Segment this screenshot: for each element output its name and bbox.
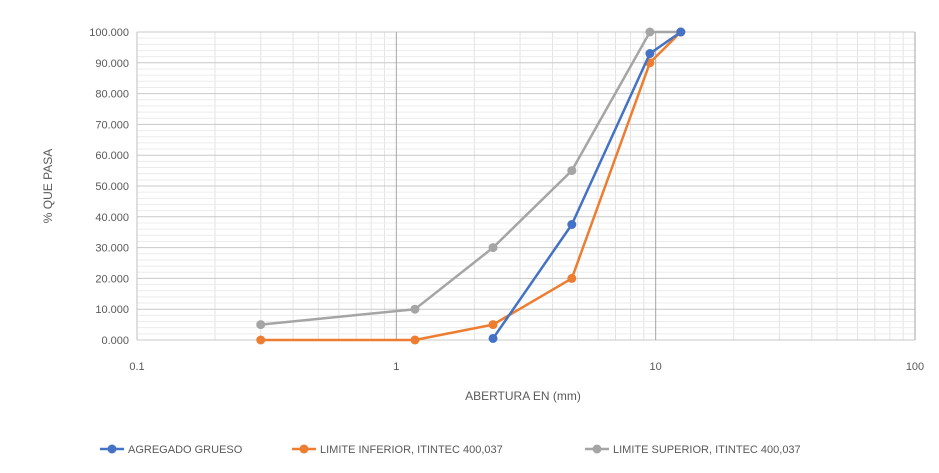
y-tick-label: 40.000 — [95, 212, 129, 224]
x-tick-label: 1 — [393, 361, 399, 373]
data-point — [488, 333, 498, 343]
legend-label: LIMITE INFERIOR, ITINTEC 400,037 — [320, 444, 503, 456]
data-point — [567, 273, 577, 283]
data-point — [676, 27, 686, 37]
series-layer — [256, 27, 686, 345]
y-axis-title: % QUE PASA — [41, 149, 55, 223]
grid-layer — [136, 31, 916, 341]
series-line — [260, 30, 681, 326]
x-tick-label: 100 — [906, 361, 924, 373]
y-tick-label: 60.000 — [95, 150, 129, 162]
data-point — [645, 49, 655, 59]
y-tick-label: 50.000 — [95, 181, 129, 193]
x-tick-label: 10 — [650, 361, 662, 373]
data-point — [488, 320, 498, 330]
series-line — [260, 31, 682, 342]
y-tick-label: 80.000 — [95, 89, 129, 101]
x-axis-title: ABERTURA EN (mm) — [465, 389, 581, 403]
legend-marker — [107, 444, 117, 454]
data-point — [567, 166, 577, 176]
y-tick-label: 10.000 — [95, 304, 129, 316]
data-point — [410, 335, 420, 345]
data-point — [645, 27, 655, 37]
data-point — [488, 243, 498, 253]
legend-marker — [592, 444, 602, 454]
axis-layer: 0.000 10.000 20.000 30.000 40.000 50.000 60.00… — [89, 27, 924, 373]
data-point — [410, 304, 420, 314]
legend-label: AGREGADO GRUESO — [128, 444, 243, 456]
y-tick-label: 70.000 — [95, 119, 129, 131]
data-point — [256, 320, 266, 330]
data-point — [567, 220, 577, 229]
series-line — [492, 30, 682, 340]
legend-label: LIMITE SUPERIOR, ITINTEC 400,037 — [613, 444, 801, 456]
legend-marker — [299, 444, 309, 454]
data-point — [256, 335, 266, 345]
y-tick-label: 100.000 — [89, 27, 129, 39]
y-tick-label: 90.000 — [95, 58, 129, 70]
y-tick-label: 20.000 — [95, 273, 129, 285]
y-tick-label: 30.000 — [95, 243, 129, 255]
legend: AGREGADO GRUESO LIMITE INFERIOR, ITINTEC … — [100, 444, 801, 456]
x-tick-label: 0.1 — [129, 361, 144, 373]
y-tick-label: 0.000 — [101, 335, 129, 347]
